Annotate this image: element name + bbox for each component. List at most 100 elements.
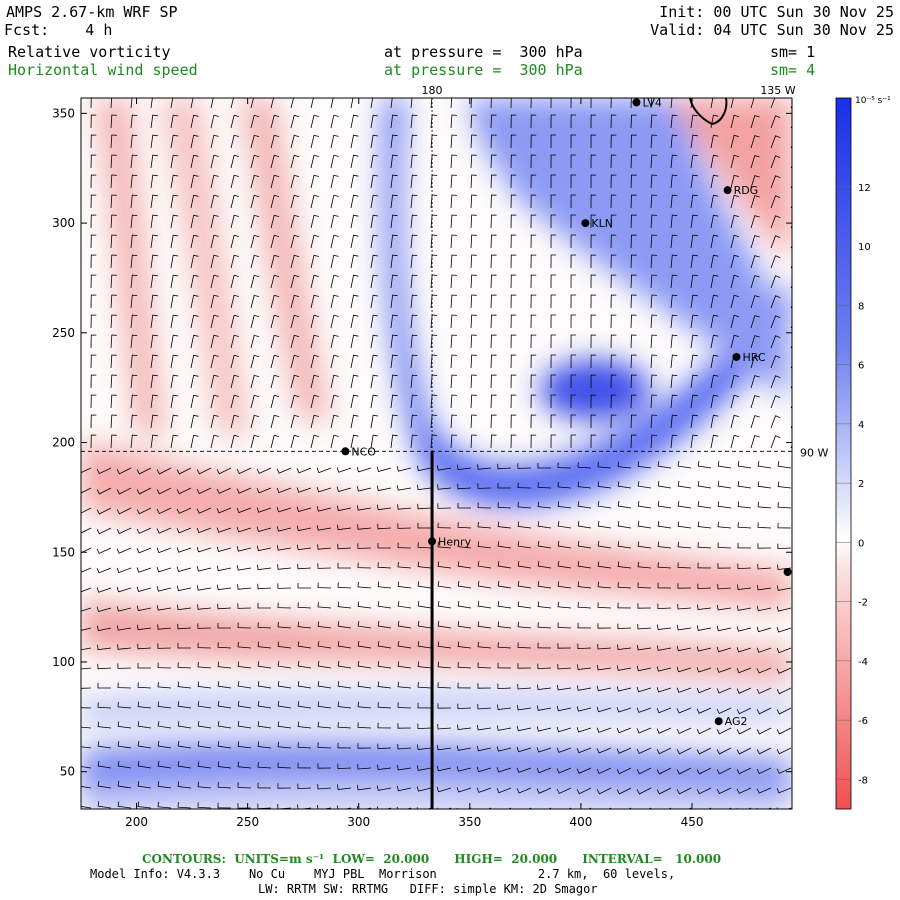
wind-barb [410,98,413,109]
wind-barb [710,214,719,229]
wind-barb [256,545,272,552]
wind-barb [757,461,772,469]
wind-barb [370,354,379,369]
wind-barb [190,154,199,169]
wind-barb [330,134,339,149]
wind-barb [777,461,792,469]
wind-barb [157,624,172,630]
wind-barb [397,764,412,771]
wind-barb [656,787,672,795]
wind-barb [470,98,472,109]
wind-barb [317,621,332,629]
wind-barb [96,625,112,632]
wind-barb [277,564,292,570]
wind-barb [216,527,232,533]
wind-barb [197,642,212,649]
wind-barb [530,114,537,129]
wind-barb [137,643,152,650]
wind-barb [270,434,280,449]
wind-barb [677,624,692,631]
wind-barb [270,394,280,409]
wind-barb [696,767,712,775]
station-dot [783,568,792,576]
wind-barb [570,434,577,449]
wind-barb [370,214,379,229]
wind-barb [417,484,432,491]
wind-barb [537,521,552,529]
wind-barb [570,314,577,329]
wind-barb [450,234,457,249]
wind-barb [217,741,232,749]
wind-barb [81,687,92,689]
wind-barb [690,234,698,249]
wind-barb [330,114,339,129]
wind-barb [737,481,752,489]
wind-barb [730,314,739,329]
wind-barb [750,275,760,289]
wind-barb [630,174,637,189]
wind-barb [617,541,632,549]
wind-barb [237,641,252,649]
wind-barb [217,720,232,729]
wind-barb [270,154,280,169]
wind-barb [397,661,412,669]
x-tick-label: 450 [681,815,704,829]
wind-barb [457,641,472,649]
lon-label-135w: 135 W [760,84,795,97]
wind-barb [637,582,652,589]
wind-barb [590,214,597,229]
wind-barb [557,581,572,589]
wind-barb [670,334,678,349]
wind-barb [730,114,739,129]
wind-barb [477,621,492,629]
wind-barb [157,662,172,669]
wind-barb [717,604,732,611]
wind-barb [330,254,339,269]
wind-barb [330,294,339,309]
wind-barb [497,463,512,470]
wind-barb [597,520,612,529]
wind-barb [557,684,572,691]
wind-barb [157,740,172,749]
wind-barb [250,394,260,409]
wind-barb [690,114,698,129]
wind-barb [577,602,592,609]
wind-barb [310,414,319,429]
wind-barb [437,541,452,549]
wind-barb [317,681,332,689]
wind-barb [90,154,97,169]
wind-barb [110,134,117,149]
wind-barb [390,434,398,449]
wind-barb [250,98,254,109]
wind-barb [490,434,497,449]
wind-barb [176,547,192,553]
wind-barb [297,680,312,689]
wind-barb [477,683,492,689]
map-overlay: 180 135 W 90 W [81,84,828,809]
wind-barb [710,194,719,209]
colorbar-label: -2 [858,598,868,609]
wind-barb [150,294,158,309]
wind-barb [337,641,352,649]
wind-barb [670,394,678,409]
wind-barb [97,741,112,749]
wind-barb [650,134,657,149]
wind-barb [710,234,719,249]
wind-barb [81,587,92,593]
wind-barb [97,761,112,769]
wind-barb [210,214,219,229]
colorbar-ticks: 12 10 8 6 4 2 0 -2 -4 -6 -8 [836,183,871,786]
wind-barb [437,744,452,751]
wind-barb [157,801,172,809]
colorbar-unit: 10⁻⁵ s⁻¹ [855,96,891,106]
wind-barb [390,414,398,429]
wind-barb [497,521,512,529]
wind-barb [390,194,398,209]
wind-barb [730,174,739,189]
wind-barb [550,354,557,369]
wind-barb [710,354,719,369]
model-title: AMPS 2.67-km WRF SP [6,3,178,21]
wind-barb [470,434,477,449]
wind-barb [596,747,612,754]
wind-barb [450,134,457,149]
